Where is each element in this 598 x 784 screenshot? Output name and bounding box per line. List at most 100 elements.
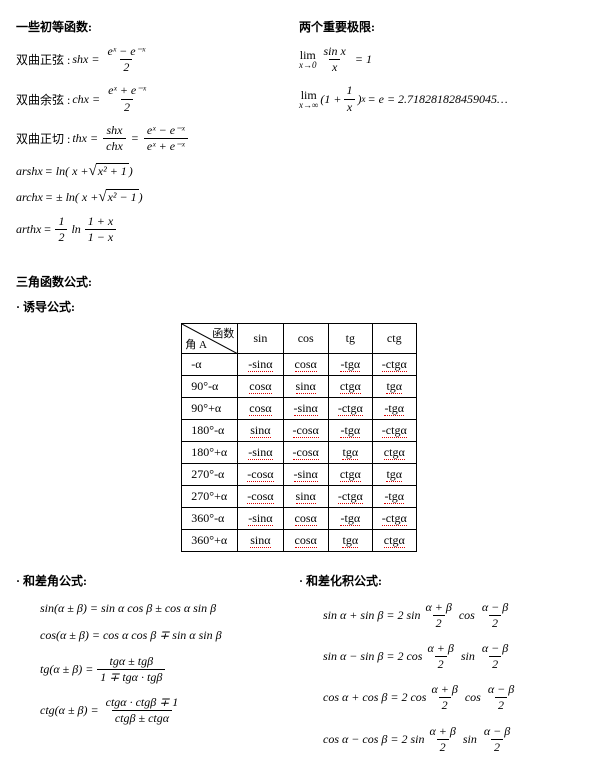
formula-shx: 双曲正弦 : shx = eˣ − e⁻ˣ 2 xyxy=(16,45,299,74)
arshx-a: = ln( x + xyxy=(45,164,89,179)
heading-sum-diff-angle: · 和差角公式: xyxy=(16,572,299,589)
value-cell: cosα xyxy=(283,507,328,529)
heading-elementary: 一些初等函数: xyxy=(16,18,299,35)
formula-arthx: arthx = 1 2 ln 1 + x 1 − x xyxy=(16,215,299,244)
induced-table: 函数 角 A sin cos tg ctg -α-sinαcosα-tgα-ct… xyxy=(181,323,416,552)
value-cell: -tgα xyxy=(328,353,372,375)
chx-frac: eˣ + e⁻ˣ 2 xyxy=(105,84,149,113)
f-ctg-ab: ctg(α ± β) = ctgα · ctgβ ∓ 1 ctgβ ± ctgα xyxy=(40,696,299,725)
thx-frac2: eˣ − e⁻ˣ eˣ + e⁻ˣ xyxy=(144,124,188,153)
f-stp-3: cos α + cos β = 2 cos α + β2 cos α − β2 xyxy=(323,683,582,712)
value-cell: ctgα xyxy=(328,375,372,397)
arshx-lhs: arshx xyxy=(16,164,43,179)
formula-arshx: arshx = ln( x + √ x² + 1 ) xyxy=(16,163,299,179)
f-stp-1: sin α + sin β = 2 sin α + β2 cos α − β2 xyxy=(323,601,582,630)
value-cell: ctgα xyxy=(372,529,416,551)
heading-trig: 三角函数公式: xyxy=(16,273,582,290)
value-cell: tgα xyxy=(372,463,416,485)
value-cell: -cosα xyxy=(283,441,328,463)
col-sin: sin xyxy=(238,323,283,353)
value-cell: -tgα xyxy=(372,397,416,419)
thx-lhs: thx xyxy=(72,131,87,146)
angle-cell: 270°+α xyxy=(182,485,238,507)
shx-frac: eˣ − e⁻ˣ 2 xyxy=(104,45,148,74)
diag-top: 函数 xyxy=(212,325,234,341)
chx-label: 双曲余弦 : xyxy=(16,91,70,108)
value-cell: -ctgα xyxy=(372,419,416,441)
value-cell: -tgα xyxy=(372,485,416,507)
shx-lhs: shx xyxy=(72,52,88,67)
value-cell: sinα xyxy=(238,529,283,551)
heading-sum-to-product: · 和差化积公式: xyxy=(299,572,582,589)
table-row: 180°+α-sinα-cosαtgαctgα xyxy=(182,441,416,463)
f-cos-ab: cos(α ± β) = cos α cos β ∓ sin α sin β xyxy=(40,628,299,643)
arthx-lhs: arthx xyxy=(16,222,41,237)
value-cell: cosα xyxy=(283,529,328,551)
thx-label: 双曲正切 : xyxy=(16,130,70,147)
induced-tbody: -α-sinαcosα-tgα-ctgα90°-αcosαsinαctgαtgα… xyxy=(182,353,416,551)
shx-label: 双曲正弦 : xyxy=(16,51,70,68)
eq: = xyxy=(88,52,102,67)
table-row: 90°+αcosα-sinα-ctgα-tgα xyxy=(182,397,416,419)
value-cell: -ctgα xyxy=(372,507,416,529)
value-cell: cosα xyxy=(283,353,328,375)
table-header-row: 函数 角 A sin cos tg ctg xyxy=(182,323,416,353)
elementary-functions-col: 一些初等函数: 双曲正弦 : shx = eˣ − e⁻ˣ 2 双曲余弦 : c… xyxy=(16,18,299,255)
sum-diff-section: · 和差角公式: sin(α ± β) = sin α cos β ± cos … xyxy=(16,572,582,767)
value-cell: cosα xyxy=(238,397,283,419)
archx-a: = ± ln( x + xyxy=(45,190,98,205)
limits-col: 两个重要极限: lim x→0 sin x x = 1 lim x→∞ (1 +… xyxy=(299,18,582,255)
value-cell: sinα xyxy=(283,375,328,397)
angle-cell: 180°-α xyxy=(182,419,238,441)
tg-lhs: tg(α ± β) = xyxy=(40,662,93,677)
lim2-b: ) xyxy=(358,92,362,107)
value-cell: -tgα xyxy=(328,419,372,441)
tg-frac: tgα ± tgβ 1 ∓ tgα · tgβ xyxy=(97,655,165,684)
induced-table-wrap: 函数 角 A sin cos tg ctg -α-sinαcosα-tgα-ct… xyxy=(16,323,582,552)
value-cell: -cosα xyxy=(238,463,283,485)
archx-lhs: archx xyxy=(16,190,43,205)
arthx-frac2: 1 + x 1 − x xyxy=(85,215,116,244)
eq: = xyxy=(43,222,51,237)
table-row: -α-sinαcosα-tgα-ctgα xyxy=(182,353,416,375)
formula-archx: archx = ± ln( x + √ x² − 1 ) xyxy=(16,189,299,205)
table-row: 270°+α-cosαsinα-ctgα-tgα xyxy=(182,485,416,507)
value-cell: -sinα xyxy=(283,463,328,485)
lim2-a: (1 + xyxy=(320,92,341,107)
value-cell: ctgα xyxy=(372,441,416,463)
value-cell: -ctgα xyxy=(328,485,372,507)
table-row: 180°-αsinα-cosα-tgα-ctgα xyxy=(182,419,416,441)
angle-cell: 360°+α xyxy=(182,529,238,551)
diag-bot: 角 A xyxy=(185,336,207,352)
value-cell: cosα xyxy=(238,375,283,397)
heading-limits: 两个重要极限: xyxy=(299,18,582,35)
value-cell: tgα xyxy=(328,441,372,463)
trig-section: 三角函数公式: · 诱导公式: 函数 角 A sin cos tg ctg -α… xyxy=(16,273,582,552)
sum-to-product-col: · 和差化积公式: sin α + sin β = 2 sin α + β2 c… xyxy=(299,572,582,767)
angle-cell: 270°-α xyxy=(182,463,238,485)
table-row: 360°-α-sinαcosα-tgα-ctgα xyxy=(182,507,416,529)
eq: = xyxy=(89,92,103,107)
ctg-frac: ctgα · ctgβ ∓ 1 ctgβ ± ctgα xyxy=(103,696,182,725)
arthx-mid: ln xyxy=(71,222,80,237)
angle-cell: 360°-α xyxy=(182,507,238,529)
angle-cell: 90°+α xyxy=(182,397,238,419)
archx-b: ) xyxy=(139,190,143,205)
lim2-eq: = e = 2.718281828459045… xyxy=(368,92,508,107)
angle-cell: 90°-α xyxy=(182,375,238,397)
angle-cell: -α xyxy=(182,353,238,375)
angle-cell: 180°+α xyxy=(182,441,238,463)
table-row: 360°+αsinαcosαtgαctgα xyxy=(182,529,416,551)
heading-induced: · 诱导公式: xyxy=(16,298,582,315)
lim1: lim x→0 xyxy=(299,49,317,70)
arthx-frac1: 1 2 xyxy=(55,215,67,244)
arshx-sqrt: √ x² + 1 xyxy=(89,163,129,179)
value-cell: -sinα xyxy=(238,441,283,463)
value-cell: -ctgα xyxy=(372,353,416,375)
lim1-eq: = 1 xyxy=(355,52,372,67)
lim2: lim x→∞ xyxy=(299,89,318,110)
diag-header: 函数 角 A xyxy=(182,323,238,353)
value-cell: -tgα xyxy=(328,507,372,529)
value-cell: -sinα xyxy=(238,353,283,375)
thx-frac1: shx chx xyxy=(103,124,126,153)
